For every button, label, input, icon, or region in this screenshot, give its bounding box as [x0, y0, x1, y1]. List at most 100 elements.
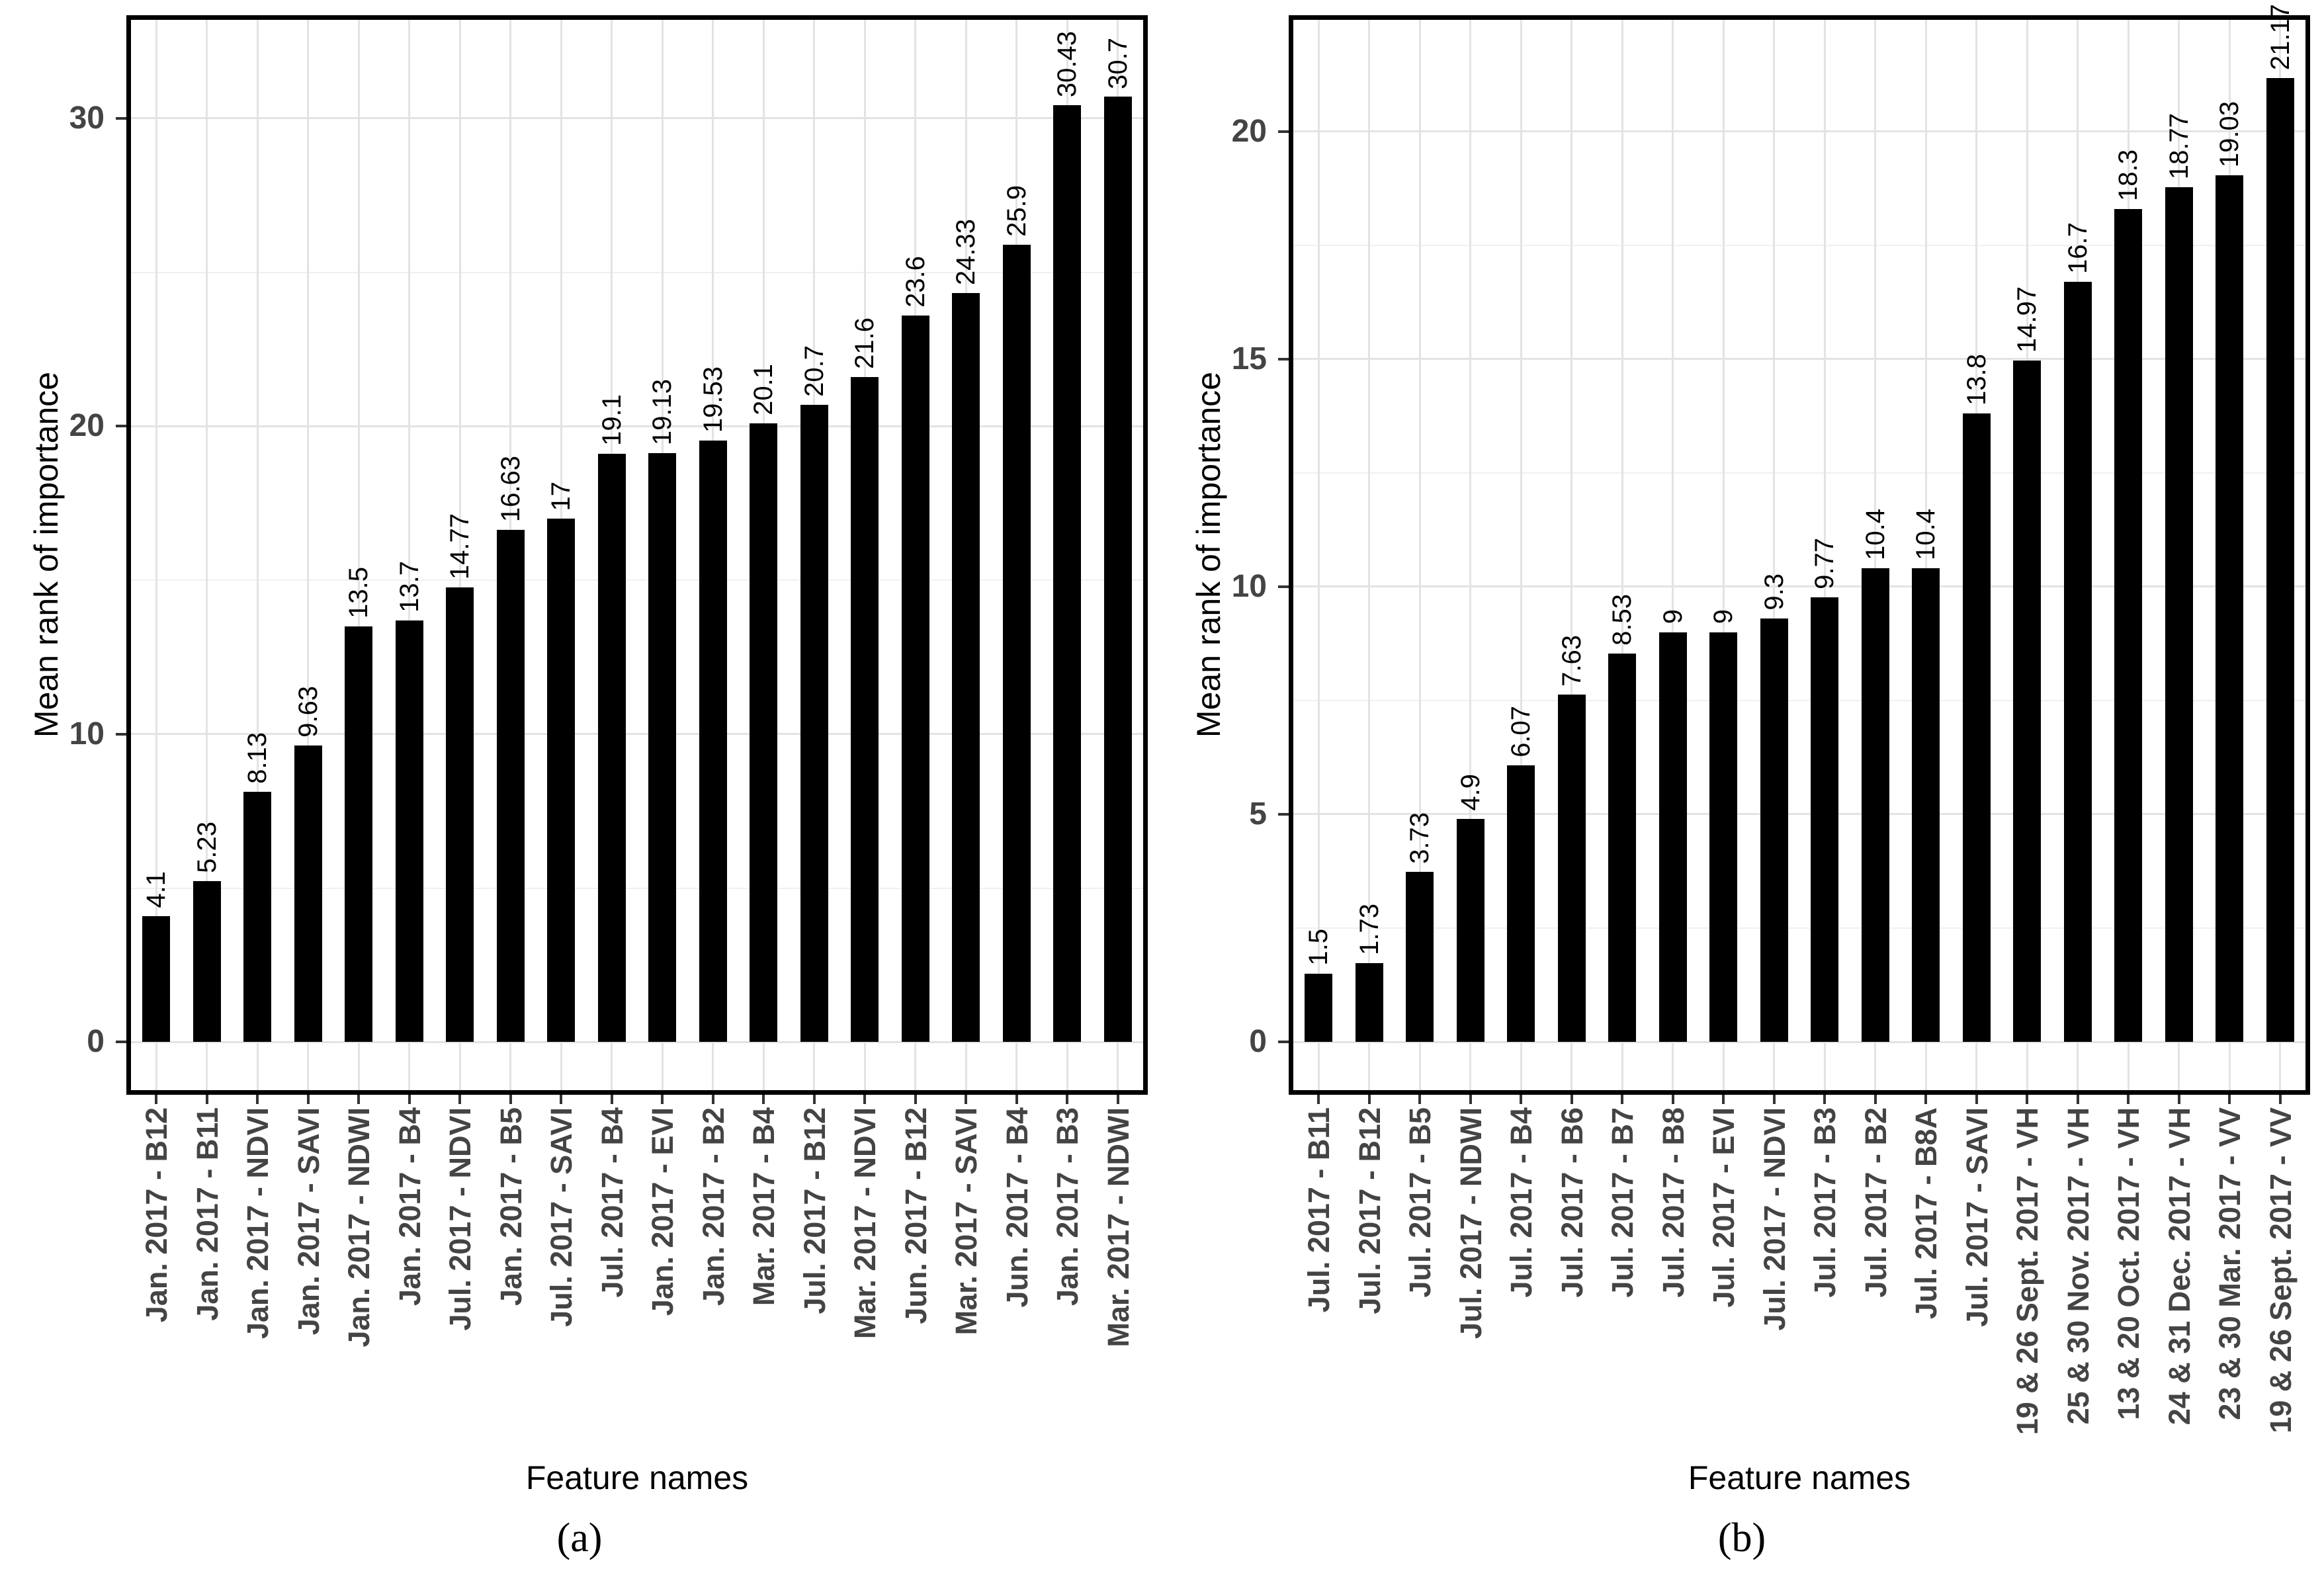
x-tick-mark	[1873, 1095, 1877, 1104]
x-tick-mark	[155, 1095, 158, 1104]
bar	[1912, 568, 1940, 1043]
bar-value-label: 16.63	[495, 456, 525, 523]
x-tick-label: Mar. 2017 - SAVI	[949, 1107, 984, 1336]
x-tick-label: Jun. 2017 - B12	[898, 1107, 933, 1324]
major-gridline	[1293, 358, 2305, 361]
x-tick-mark	[1418, 1095, 1422, 1104]
plot-border	[1289, 15, 2310, 1095]
x-tick-mark	[711, 1095, 714, 1104]
x-tick-mark	[2278, 1095, 2282, 1104]
bar	[1507, 765, 1535, 1043]
y-tick-label: 20	[69, 408, 105, 444]
major-gridline	[131, 425, 1143, 427]
y-axis-title: Mean rank of importance	[19, 20, 74, 1090]
x-tick-mark	[914, 1095, 917, 1104]
bar-value-label: 20.7	[799, 345, 829, 397]
bar	[2063, 281, 2092, 1043]
x-tick-label: 13 & 20 Oct. 2017 - VH	[2112, 1107, 2146, 1420]
x-tick-mark	[2127, 1095, 2130, 1104]
plot-border	[126, 15, 1148, 1095]
y-axis-title: Mean rank of importance	[1181, 20, 1236, 1090]
bar-value-label: 1.73	[1354, 904, 1384, 955]
bar	[496, 530, 525, 1043]
x-tick-mark	[1722, 1095, 1725, 1104]
major-gridline	[1293, 1041, 2305, 1043]
minor-gridline	[1293, 927, 2305, 929]
bar	[800, 404, 828, 1043]
x-tick-label: Jul. 2017 - B12	[797, 1107, 832, 1314]
vertical-gridline	[307, 20, 310, 1090]
x-tick-mark	[1469, 1095, 1472, 1104]
bar-value-label: 19.03	[2215, 101, 2245, 168]
x-tick-label: Jul. 2017 - B5	[1403, 1107, 1438, 1298]
vertical-gridline	[1368, 20, 1371, 1090]
bar	[597, 454, 626, 1043]
bar	[2165, 187, 2193, 1043]
x-tick-mark	[2076, 1095, 2079, 1104]
bar	[952, 292, 980, 1043]
x-tick-mark	[1823, 1095, 1827, 1104]
x-tick-mark	[458, 1095, 462, 1104]
bar	[1406, 872, 1434, 1043]
x-tick-label: Jan. 2017 - B3	[1051, 1107, 1085, 1306]
x-tick-label: Jan. 2017 - B4	[392, 1107, 427, 1306]
x-tick-label: Jul. 2017 - SAVI	[1959, 1107, 1994, 1327]
bar-value-label: 13.5	[344, 567, 374, 618]
x-tick-label: Jan. 2017 - B11	[190, 1107, 224, 1321]
y-tick-mark	[1278, 357, 1289, 361]
bar-value-label: 18.3	[2114, 149, 2143, 201]
bar-value-label: 23.6	[900, 256, 930, 308]
vertical-gridline	[1823, 20, 1826, 1090]
subfigure-caption-b: (b)	[1717, 1515, 1766, 1560]
bar	[1103, 97, 1132, 1043]
major-gridline	[1293, 130, 2305, 133]
bar-value-label: 19.13	[648, 378, 677, 445]
vertical-gridline	[1571, 20, 1573, 1090]
x-tick-mark	[2177, 1095, 2180, 1104]
bar-value-label: 6.07	[1506, 706, 1536, 758]
panel-b: Mean rank of importance Feature names (b…	[1162, 0, 2324, 1577]
bar-value-label: 14.77	[445, 513, 475, 579]
x-tick-mark	[1015, 1095, 1018, 1104]
x-tick-label: Jul. 2017 - B11	[1302, 1107, 1336, 1313]
x-tick-label: Jul. 2017 - B8	[1656, 1107, 1690, 1298]
bar	[446, 587, 474, 1043]
y-tick-mark	[1278, 812, 1289, 816]
x-tick-label: Jan. 2017 - B12	[140, 1107, 174, 1323]
bar	[1557, 694, 1586, 1043]
bar-value-label: 3.73	[1405, 812, 1435, 865]
major-gridline	[131, 1041, 1143, 1043]
y-tick-mark	[116, 732, 126, 736]
vertical-gridline	[1621, 20, 1623, 1090]
y-tick-mark	[1278, 585, 1289, 588]
bar	[851, 376, 879, 1043]
bar-value-label: 5.23	[192, 822, 222, 873]
bar-value-label: 24.33	[951, 218, 981, 285]
x-tick-label: Jan. 2017 - B5	[494, 1107, 528, 1306]
x-tick-mark	[408, 1095, 411, 1104]
y-tick-mark	[116, 116, 126, 120]
x-tick-label: Jul. 2017 - B4	[595, 1107, 629, 1298]
x-tick-label: 25 & 30 Nov. 2017 - VH	[2061, 1107, 2095, 1425]
bar-value-label: 25.9	[1002, 185, 1031, 237]
x-tick-mark	[1520, 1095, 1523, 1104]
minor-gridline	[131, 887, 1143, 889]
x-tick-mark	[762, 1095, 765, 1104]
bar-value-label: 19.1	[597, 394, 626, 447]
minor-gridline	[1293, 472, 2305, 474]
bar	[395, 620, 423, 1043]
x-tick-label: Jul. 2017 - B12	[1352, 1107, 1387, 1314]
x-tick-mark	[610, 1095, 613, 1104]
bar	[2266, 78, 2294, 1043]
x-tick-label: Jul. 2017 - NDWI	[1453, 1107, 1488, 1340]
x-tick-mark	[1367, 1095, 1371, 1104]
bar	[1002, 244, 1031, 1043]
x-axis-title: Feature names	[525, 1459, 749, 1496]
vertical-gridline	[458, 20, 461, 1090]
bar-value-label: 9	[1709, 609, 1739, 624]
x-tick-label: Jul. 2017 - SAVI	[544, 1107, 579, 1327]
y-tick-label: 15	[1231, 341, 1267, 376]
vertical-gridline	[1469, 20, 1472, 1090]
x-tick-mark	[2026, 1095, 2029, 1104]
bar	[2216, 175, 2244, 1043]
